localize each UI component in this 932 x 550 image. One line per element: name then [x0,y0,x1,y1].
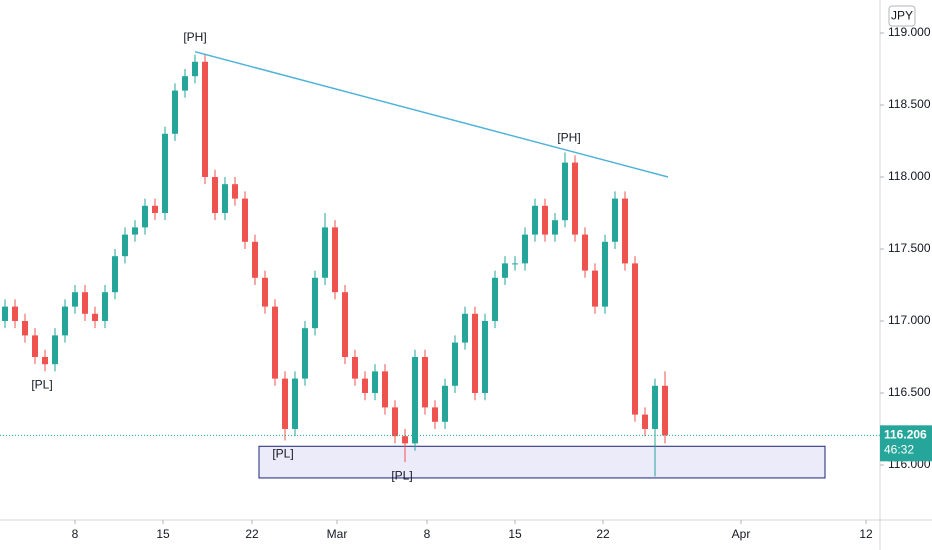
candle-body [522,234,528,264]
pivot-label: [PH] [183,30,206,44]
candle-body [352,356,358,379]
candle-body [162,133,168,213]
last-price-label: 116.206 [884,427,927,441]
x-tick-label: 8 [424,527,431,541]
candle-body [582,234,588,271]
candle-body [242,198,248,242]
candle-body [222,184,228,213]
x-tick-label: 22 [596,527,610,541]
candle-body [542,205,548,235]
candle-body [552,220,558,235]
candle-body [382,371,388,408]
candle-body [562,162,568,221]
y-tick-label: 116.500 [888,385,931,399]
pivot-label: [PL] [272,447,293,461]
x-tick-label: 8 [72,527,79,541]
candle-body [362,378,368,393]
candle-body [12,306,18,321]
candle-body [472,313,478,393]
candle-body [82,292,88,314]
candle-body [482,320,488,393]
y-tick-label: 117.500 [888,241,931,255]
candle-body [492,277,498,321]
trendline [194,50,669,178]
pivot-label: [PH] [557,131,580,145]
candle-body [632,263,638,415]
candle-body [592,270,598,307]
currency: JPY [891,9,913,23]
candle-body [302,328,308,379]
candle-body [252,241,258,278]
candle-body [72,292,78,307]
candle-body [412,356,418,444]
candle-body [282,378,288,429]
y-tick-label: 118.000 [888,169,931,183]
candle-body [132,227,138,235]
candle-body [22,320,28,336]
x-tick-label: Apr [732,527,751,541]
candle-body [532,205,538,235]
candle-body [322,227,328,278]
candle-body [602,241,608,307]
candle-body [392,407,398,437]
currency-box[interactable] [888,5,916,27]
candle-body [332,227,338,293]
x-tick-label: 22 [245,527,259,541]
candle-body [292,378,298,429]
last-price-box [880,425,932,462]
candle-body [202,61,208,177]
candle-body [2,306,8,321]
candle-body [652,385,658,429]
x-tick-label: 12 [859,527,873,541]
candle-body [172,90,178,134]
candle-body [572,162,578,235]
pivot-label: [PL] [391,468,412,482]
candle-body [122,234,128,257]
candle-body [442,385,448,422]
x-tick-label: Mar [327,527,348,541]
candle-body [512,263,518,265]
countdown: 46:32 [884,442,914,456]
candle-body [182,76,188,91]
candle-body [372,371,378,393]
candle-body [342,292,348,357]
candle-body [52,335,58,365]
candle-body [62,306,68,336]
candle-body [432,407,438,422]
candle-body [262,277,268,307]
x-tick-label: 15 [156,527,170,541]
candle-body [142,205,148,228]
candle-body [112,256,118,293]
candle-body [312,277,318,329]
candle-body [642,414,648,429]
candle-body [92,313,98,321]
candle-body [232,184,238,199]
support-zone [258,445,826,479]
candle-body [272,306,278,379]
candle-body [452,342,458,386]
candle-body [612,198,618,242]
pivot-label: [PL] [31,378,52,392]
candle-body [152,205,158,213]
candle-body [462,313,468,343]
candle-body [402,436,408,444]
candle-body [102,292,108,321]
candle-body [502,263,508,278]
candle-body [662,385,668,436]
candle-body [192,61,198,77]
candle-body [622,198,628,264]
candle-body [212,176,218,213]
candle-body [32,335,38,357]
y-tick-label: 118.500 [888,97,931,111]
y-tick-label: 117.000 [888,313,931,327]
candle-body [42,356,48,365]
x-tick-label: 15 [508,527,522,541]
y-tick-label: 119.000 [888,25,931,39]
candle-body [422,356,428,408]
